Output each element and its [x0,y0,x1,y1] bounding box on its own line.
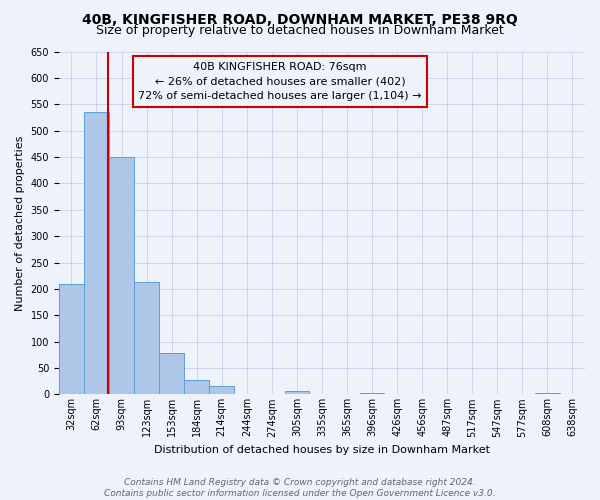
Bar [160,353,184,395]
Bar [59,284,84,395]
Bar [284,390,309,394]
Bar [134,282,159,395]
Bar [209,386,234,394]
Bar [84,112,109,395]
Text: Contains HM Land Registry data © Crown copyright and database right 2024.
Contai: Contains HM Land Registry data © Crown c… [104,478,496,498]
X-axis label: Distribution of detached houses by size in Downham Market: Distribution of detached houses by size … [154,445,490,455]
Text: 40B KINGFISHER ROAD: 76sqm
← 26% of detached houses are smaller (402)
72% of sem: 40B KINGFISHER ROAD: 76sqm ← 26% of deta… [138,62,422,102]
Y-axis label: Number of detached properties: Number of detached properties [15,136,25,310]
Text: 40B, KINGFISHER ROAD, DOWNHAM MARKET, PE38 9RQ: 40B, KINGFISHER ROAD, DOWNHAM MARKET, PE… [82,12,518,26]
Bar [184,380,209,394]
Text: Size of property relative to detached houses in Downham Market: Size of property relative to detached ho… [96,24,504,37]
Bar [109,157,134,394]
